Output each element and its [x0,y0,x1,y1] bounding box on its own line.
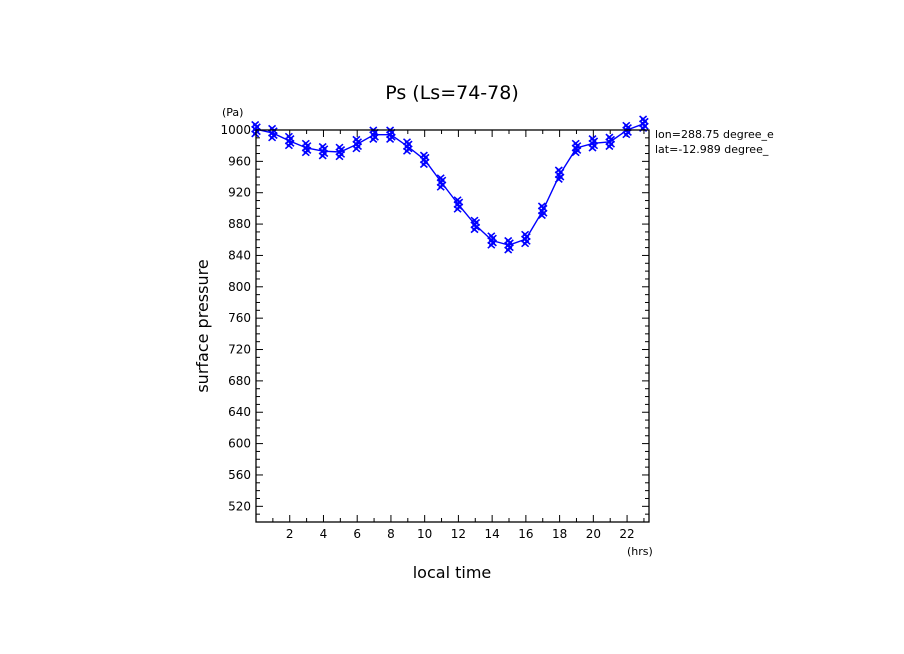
series-line [255,123,645,246]
marker-stroke [335,143,344,151]
axis-ticks [256,129,649,522]
data-point-marker [487,232,496,240]
data-marks [251,115,649,254]
y-tick-label: 600 [228,437,251,451]
data-point-marker [639,115,648,123]
y-tick-label: 800 [228,280,251,294]
data-point-marker [419,151,428,159]
x-tick-label: 12 [451,527,466,541]
marker-stroke [571,139,580,147]
marker-stroke [521,230,530,238]
data-point-marker [318,142,327,151]
y-tick-label: 520 [228,499,251,513]
y-tick-label: 880 [228,217,251,231]
x-tick-label: 16 [518,527,533,541]
y-tick-label: 1000 [220,123,251,137]
data-point-marker [622,121,631,129]
x-tick-label: 18 [552,527,567,541]
data-point-marker [504,236,513,245]
chart-title: Ps (Ls=74-78) [385,82,519,104]
x-tick-label: 2 [286,527,294,541]
y-tick-label: 640 [228,405,251,419]
marker-stroke [605,133,614,141]
data-point-marker [352,135,361,144]
marker-stroke [352,135,361,144]
x-axis-label: local time [413,563,492,582]
data-point-marker [521,230,530,238]
marker-stroke [318,142,327,151]
x-tick-label: 20 [586,527,601,541]
marker-stroke [504,236,513,245]
x-tick-label: 8 [387,527,395,541]
data-point-marker [537,202,546,210]
marker-stroke [487,232,496,240]
plot-frame [255,129,650,523]
data-point-marker [470,216,479,224]
marker-stroke [301,139,310,147]
marker-stroke [537,202,546,210]
lat-annotation: lat=-12.989 degree_ [655,143,769,156]
tick-labels: 2 4 6 8 10 12 14 16 18 20 22 520 560 600 640 680 720 760 8… [220,123,634,541]
data-point-marker [251,120,260,129]
data-point-marker [554,166,563,174]
marker-stroke [470,216,479,224]
data-point-marker [301,139,310,147]
marker-stroke [251,120,260,129]
marker-stroke [639,115,648,123]
x-tick-label: 22 [619,527,634,541]
y-axis-label: surface pressure [193,259,212,392]
marker-stroke [588,134,597,143]
x-tick-label: 4 [320,527,328,541]
data-point-marker [605,133,614,141]
x-tick-label: 6 [353,527,361,541]
y-tick-label: 720 [228,343,251,357]
y-tick-label: 920 [228,186,251,200]
lon-annotation: lon=288.75 degree_e [655,128,774,141]
data-point-marker [453,196,462,204]
marker-stroke [419,151,428,159]
y-tick-label: 560 [228,468,251,482]
y-tick-label: 840 [228,248,251,262]
x-tick-label: 10 [417,527,432,541]
marker-stroke [402,138,412,146]
y-unit-label: (Pa) [222,106,243,119]
marker-stroke [453,196,462,204]
y-tick-label: 680 [228,374,251,388]
data-point-marker [571,139,580,147]
y-tick-label: 960 [228,154,251,168]
x-unit-label: (hrs) [627,545,653,558]
data-point-marker [436,174,445,182]
data-point-marker [284,132,293,140]
data-point-marker [335,143,344,151]
y-tick-label: 760 [228,311,251,325]
marker-stroke [622,121,631,129]
marker-stroke [284,132,293,140]
data-point-marker [588,134,597,143]
data-point-marker [402,138,412,146]
marker-stroke [554,166,563,174]
right-margin-mask [780,0,904,654]
marker-stroke [436,174,445,182]
x-tick-label: 14 [484,527,499,541]
